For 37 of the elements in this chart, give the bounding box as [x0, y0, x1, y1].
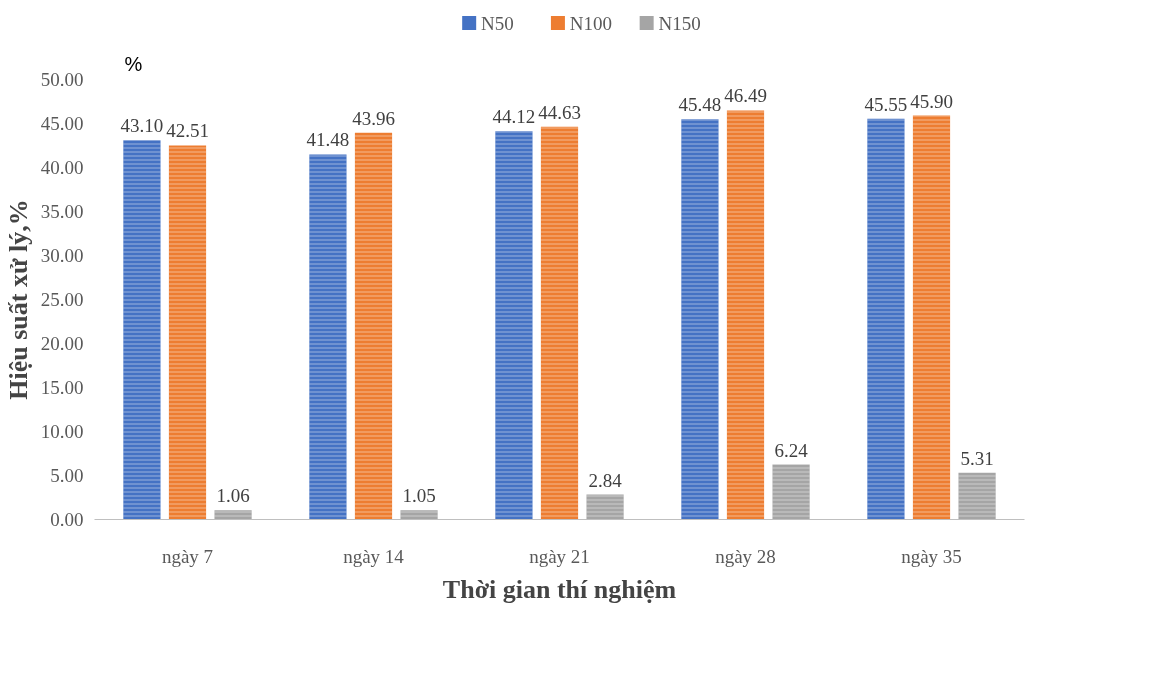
data-label: 45.90 — [910, 90, 953, 112]
data-label: 45.48 — [678, 94, 722, 116]
data-label: 2.84 — [588, 469, 623, 491]
x-axis-title: Thời gian thí nghiệm — [442, 574, 677, 604]
y-tick-label: 5.00 — [50, 465, 84, 486]
data-label: 43.96 — [352, 107, 395, 129]
x-tick-label: ngày 7 — [161, 545, 214, 567]
data-label: 45.55 — [864, 93, 908, 115]
data-label: 5.31 — [960, 447, 994, 469]
y-tick-label: 20.00 — [40, 333, 84, 354]
y-tick-label: 45.00 — [40, 113, 84, 134]
data-label: 44.12 — [492, 106, 536, 128]
y-tick-label: 35.00 — [40, 201, 84, 222]
data-label: 1.06 — [216, 485, 250, 507]
x-tick-label: ngày 21 — [529, 545, 590, 567]
y-tick-label: 50.00 — [40, 69, 84, 90]
data-label: 6.24 — [774, 439, 809, 461]
x-tick-label: ngày 14 — [343, 545, 405, 567]
data-label: 41.48 — [306, 129, 350, 151]
legend-label: N50 — [481, 12, 514, 34]
legend-label: N100 — [569, 12, 612, 34]
data-label: 43.10 — [120, 115, 164, 137]
data-label: 1.05 — [402, 485, 436, 507]
data-label: 42.51 — [166, 120, 209, 142]
x-tick-label: ngày 28 — [715, 545, 776, 567]
y-tick-label: 30.00 — [40, 245, 84, 266]
data-label: 44.63 — [538, 101, 581, 123]
y-tick-label: 0.00 — [50, 509, 84, 530]
y-tick-label: 15.00 — [40, 377, 84, 398]
y-tick-label: 40.00 — [40, 157, 84, 178]
x-tick-label: ngày 35 — [901, 545, 962, 567]
text: % — [124, 52, 143, 75]
data-label: 46.49 — [724, 85, 767, 107]
legend-label: N150 — [658, 12, 701, 34]
y-tick-label: 25.00 — [40, 289, 84, 310]
y-axis-title: Hiệu suất xử lý,% — [3, 199, 33, 400]
y-tick-label: 10.00 — [40, 421, 84, 442]
